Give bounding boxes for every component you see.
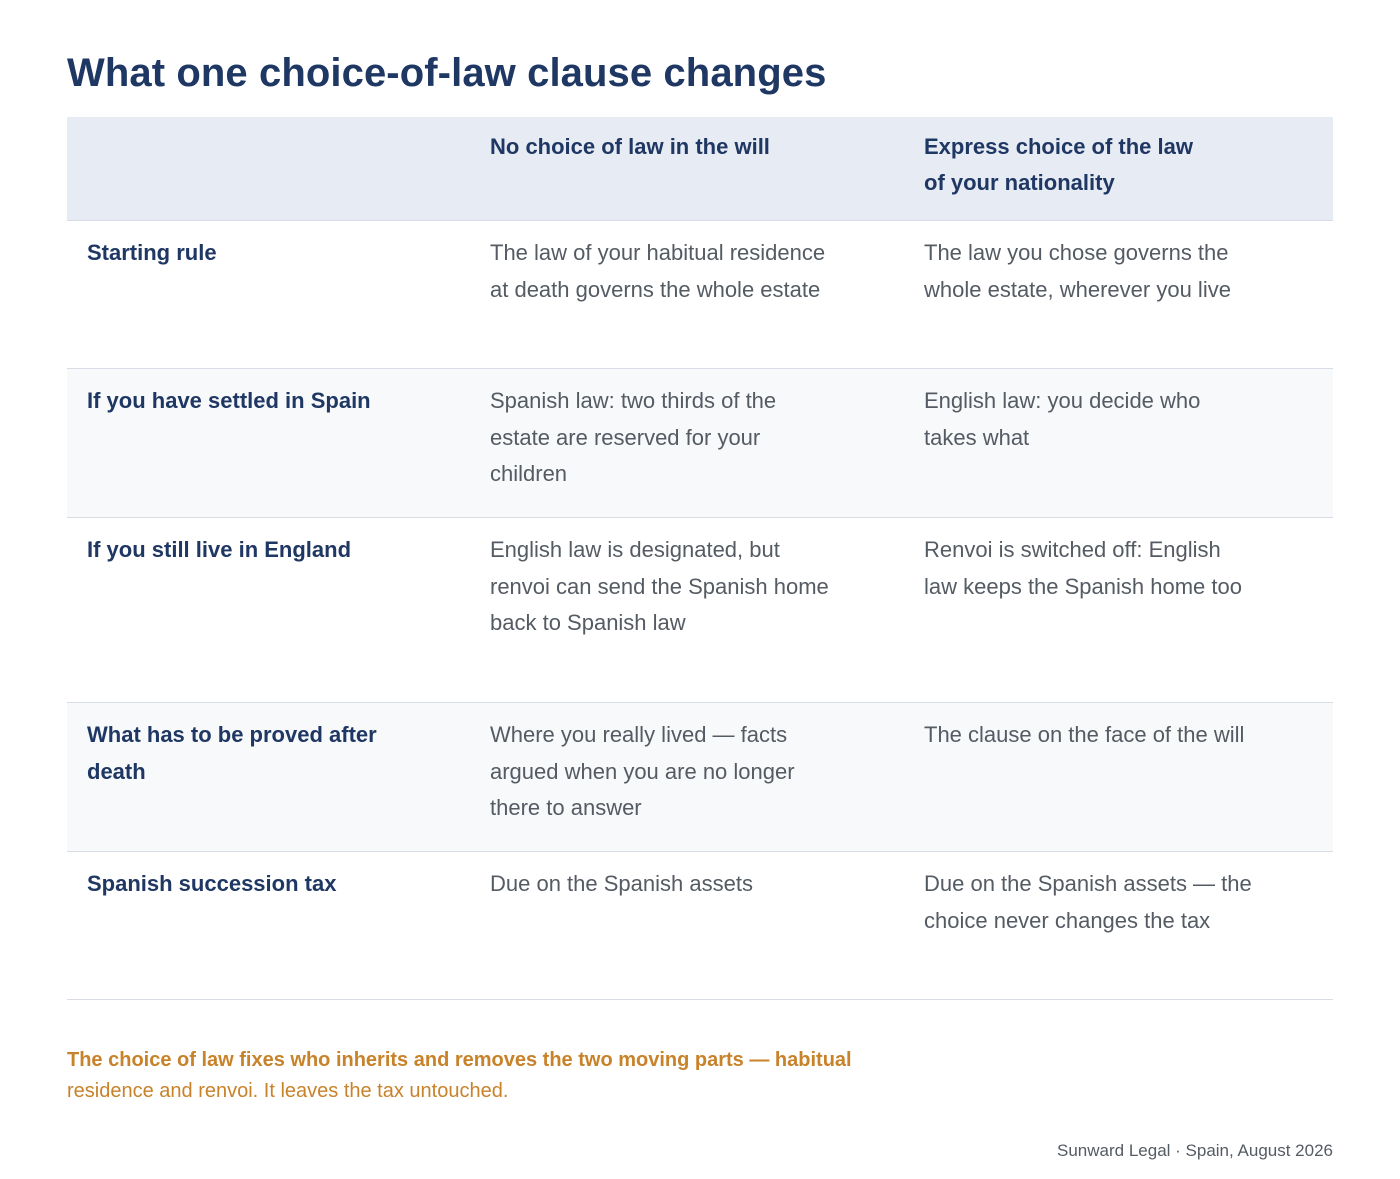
comparison-table: No choice of law in the will Express cho… — [67, 117, 1333, 1000]
no-choice-cell: English law is designated, but renvoi ca… — [490, 537, 829, 635]
table-row: Spanish succession tax Due on the Spanis… — [67, 852, 1333, 1000]
page-title: What one choice-of-law clause changes — [67, 51, 827, 95]
table-row: What has to be proved after death Where … — [67, 703, 1333, 852]
no-choice-cell: Where you really lived — facts argued wh… — [490, 722, 795, 820]
table-header-row: No choice of law in the will Express cho… — [67, 117, 1333, 221]
summary-note-lead: The choice of law fixes who inherits and… — [67, 1049, 852, 1071]
footer-credit: Sunward Legal · Spain, August 2026 — [1057, 1141, 1333, 1160]
header-express-choice: Express choice of the law of your nation… — [924, 134, 1193, 195]
row-label: Spanish succession tax — [87, 871, 337, 896]
no-choice-cell: The law of your habitual residence at de… — [490, 240, 826, 302]
summary-note: The choice of law fixes who inherits and… — [67, 1045, 947, 1107]
no-choice-cell: Spanish law: two thirds of the estate ar… — [490, 388, 777, 486]
header-no-choice: No choice of law in the will — [490, 134, 770, 159]
table-row: Starting rule The law of your habitual r… — [67, 221, 1333, 369]
row-label: Starting rule — [87, 240, 217, 265]
summary-note-rest: residence and renvoi. It leaves the tax … — [67, 1080, 509, 1102]
express-choice-cell: The law you chose governs the whole esta… — [924, 240, 1231, 302]
express-choice-cell: Due on the Spanish assets — the choice n… — [924, 871, 1252, 933]
no-choice-cell: Due on the Spanish assets — [490, 871, 753, 896]
table-row: If you have settled in Spain Spanish law… — [67, 369, 1333, 518]
express-choice-cell: English law: you decide who takes what — [924, 388, 1201, 450]
row-label: If you have settled in Spain — [87, 388, 371, 413]
page: What one choice-of-law clause changes No… — [67, 0, 1333, 1160]
row-label: What has to be proved after death — [87, 722, 377, 784]
express-choice-cell: Renvoi is switched off: English law keep… — [924, 537, 1242, 599]
table-row: If you still live in England English law… — [67, 518, 1333, 703]
row-label: If you still live in England — [87, 537, 352, 562]
express-choice-cell: The clause on the face of the will — [924, 722, 1245, 747]
